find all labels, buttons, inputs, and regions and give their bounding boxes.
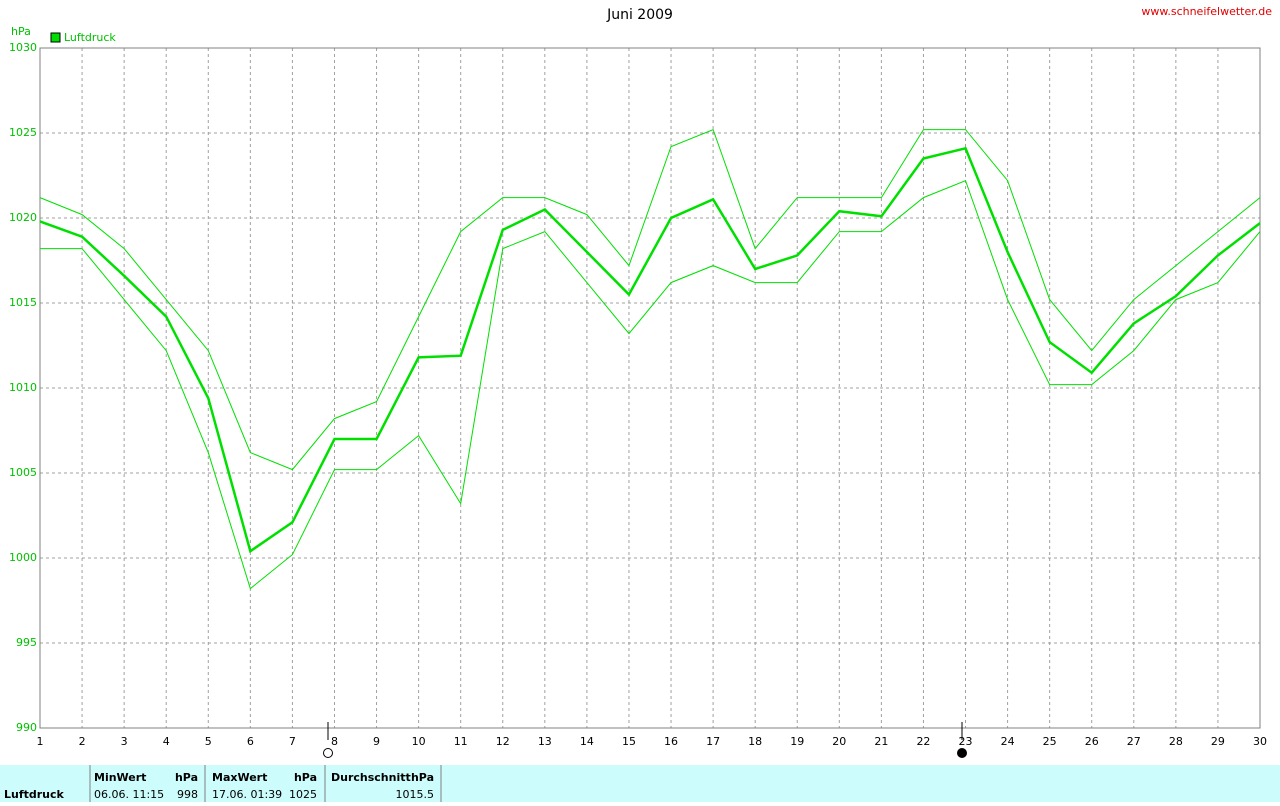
data-line [39,146,1261,554]
summary-label: Luftdruck [4,788,65,801]
summary-unit: hPa [294,771,317,784]
summary-unit: hPa [175,771,198,784]
x-tick-label: 11 [454,735,468,748]
summary-band [0,765,1280,802]
x-tick-label: 27 [1127,735,1141,748]
x-tick-label: 9 [373,735,380,748]
summary-header: MaxWert [212,771,267,784]
x-tick-label: 8 [331,735,338,748]
x-tick-label: 13 [538,735,552,748]
x-tick-label: 20 [832,735,846,748]
summary-time: 17.06. 01:39 [212,788,282,801]
x-tick-label: 18 [748,735,762,748]
legend-label: Luftdruck [64,31,116,44]
x-tick-label: 19 [790,735,804,748]
y-tick-label: 1015 [9,296,37,309]
chart-title: Juni 2009 [606,7,673,23]
y-axis-label: hPa [11,25,31,38]
x-tick-label: 12 [496,735,510,748]
new-moon-icon [957,748,967,758]
summary-header: Durchschnitt [331,771,411,784]
x-tick-label: 25 [1043,735,1057,748]
x-tick-label: 28 [1169,735,1183,748]
x-tick-label: 23 [959,735,973,748]
plot-frame [39,47,1261,729]
summary-dividers [89,765,442,802]
x-tick-label: 6 [247,735,254,748]
x-tick-label: 2 [79,735,86,748]
y-tick-label: 1010 [9,381,37,394]
full-moon-icon [323,748,333,758]
source: www.schneifelwetter.de [1141,5,1272,18]
y-tick-label: 995 [16,636,37,649]
data-line [39,128,1261,471]
y-tick-label: 1030 [9,41,37,54]
legend: Luftdruck [50,31,116,44]
x-tick-label: 16 [664,735,678,748]
x-tick-label: 21 [874,735,888,748]
x-tick-label: 17 [706,735,720,748]
x-tick-label: 7 [289,735,296,748]
x-tick-label: 5 [205,735,212,748]
x-tick-label: 1 [37,735,44,748]
summary-value: 1015.5 [396,788,435,801]
x-tick-label: 4 [163,735,170,748]
y-tick-label: 1020 [9,211,37,224]
summary-header: MinWert [94,771,146,784]
summary-value: 1025 [289,788,317,801]
y-tick-label: 1025 [9,126,37,139]
x-tick-label: 3 [121,735,128,748]
x-tick-label: 10 [412,735,426,748]
x-tick-label: 30 [1253,735,1267,748]
x-tick-label: 29 [1211,735,1225,748]
summary-unit: hPa [411,771,434,784]
data-line [40,179,1261,590]
y-tick-label: 1000 [9,551,37,564]
x-tick-label: 14 [580,735,594,748]
x-tick-label: 24 [1001,735,1015,748]
legend-swatch [50,32,61,43]
x-tick-label: 22 [916,735,930,748]
summary-value: 998 [177,788,198,801]
y-tick-label: 1005 [9,466,37,479]
y-tick-label: 990 [16,721,37,734]
x-tick-label: 15 [622,735,636,748]
x-tick-label: 26 [1085,735,1099,748]
summary-time: 06.06. 11:15 [94,788,164,801]
